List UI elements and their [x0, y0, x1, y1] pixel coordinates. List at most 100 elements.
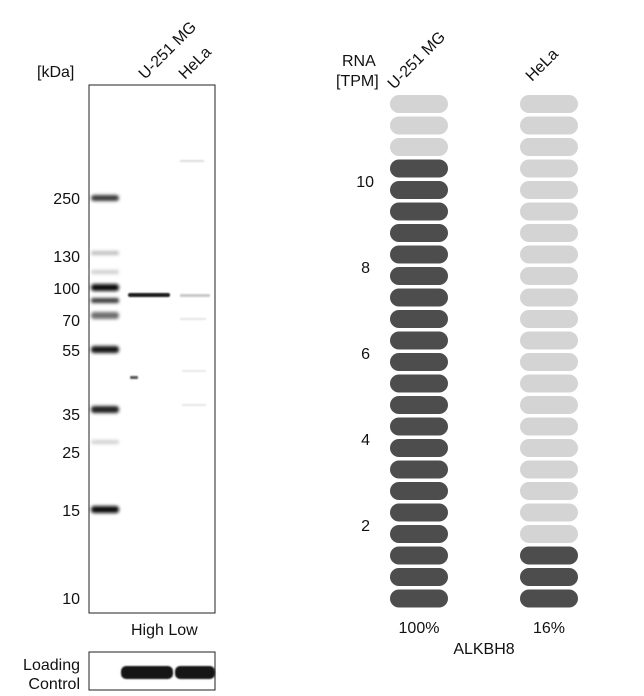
rna-unit-empty: [520, 224, 578, 242]
rna-unit-filled: [390, 159, 448, 178]
rna-unit-filled: [390, 546, 448, 565]
rna-unit-empty: [520, 331, 578, 350]
rna-unit-filled: [390, 310, 448, 328]
marker-label: 10: [62, 591, 80, 608]
rna-unit-empty: [520, 310, 578, 328]
rna-unit-empty: [520, 202, 578, 221]
rna-units-hela: [520, 95, 578, 608]
rna-unit-empty: [520, 267, 578, 285]
ladder-band: [91, 270, 119, 274]
lane-label-hela: HeLa: [176, 44, 215, 83]
rna-unit-empty: [520, 396, 578, 414]
marker-label: 100: [53, 281, 80, 298]
rna-sample-label-u251mg: U-251 MG: [385, 29, 449, 93]
rna-unit-filled: [390, 396, 448, 414]
loading-control-label-line1: Loading: [23, 657, 80, 674]
ladder-band: [91, 440, 119, 444]
rna-unit-filled: [390, 245, 448, 264]
marker-label: 25: [62, 445, 80, 462]
hela-faint-band: [182, 370, 206, 372]
rna-unit-empty: [390, 116, 448, 135]
rna-unit-empty: [520, 460, 578, 479]
ladder-band: [91, 312, 119, 319]
marker-label: 35: [62, 407, 80, 424]
rna-unit-empty: [390, 138, 448, 156]
rna-unit-empty: [520, 138, 578, 156]
rna-header-line1: RNA: [342, 53, 376, 70]
rna-unit-empty: [520, 503, 578, 522]
rna-unit-filled: [390, 331, 448, 350]
rna-unit-empty: [520, 374, 578, 393]
ladder-band: [91, 284, 119, 291]
rna-unit-empty: [520, 353, 578, 371]
sample-bands: [128, 160, 210, 406]
marker-label: 55: [62, 343, 80, 360]
rna-unit-empty: [520, 159, 578, 178]
ladder-bands: [91, 195, 119, 513]
rna-percent-u251mg: 100%: [399, 620, 440, 637]
rna-header-line2: [TPM]: [336, 73, 379, 90]
rna-tick-label: 4: [361, 432, 370, 449]
rna-unit-empty: [520, 116, 578, 135]
rna-tick-label: 10: [356, 174, 374, 191]
gene-name: ALKBH8: [453, 641, 514, 658]
hela-faint-band: [180, 318, 206, 320]
marker-label: 130: [53, 249, 80, 266]
kda-unit-label: [kDa]: [37, 64, 74, 81]
rna-tick-labels: 2 4 6 8 10: [356, 174, 374, 535]
rna-unit-filled: [390, 417, 448, 436]
rna-unit-filled: [390, 224, 448, 242]
rna-percent-hela: 16%: [533, 620, 565, 637]
rna-unit-filled: [390, 460, 448, 479]
loading-control-label-line2: Control: [28, 676, 80, 693]
rna-unit-filled: [520, 589, 578, 608]
ladder-band: [91, 506, 119, 513]
hela-faint-band: [180, 160, 204, 162]
rna-unit-filled: [390, 482, 448, 500]
marker-label: 15: [62, 503, 80, 520]
ladder-band: [91, 406, 119, 413]
marker-label: 250: [53, 191, 80, 208]
rna-unit-empty: [520, 181, 578, 199]
rna-unit-filled: [520, 568, 578, 586]
rna-unit-empty: [520, 525, 578, 543]
rna-tick-label: 6: [361, 346, 370, 363]
rna-unit-empty: [520, 288, 578, 307]
u251mg-minor-band: [130, 376, 138, 379]
ladder-band: [91, 346, 119, 353]
rna-unit-empty: [520, 439, 578, 457]
rna-unit-empty: [520, 95, 578, 113]
rna-unit-filled: [390, 267, 448, 285]
rna-unit-filled: [390, 589, 448, 608]
u251mg-band: [128, 293, 170, 297]
rna-sample-label-hela: HeLa: [523, 46, 562, 85]
rna-unit-empty: [520, 417, 578, 436]
rna-unit-filled: [390, 374, 448, 393]
rna-unit-filled: [520, 546, 578, 565]
rna-unit-filled: [390, 503, 448, 522]
rna-unit-filled: [390, 288, 448, 307]
rna-tick-label: 8: [361, 260, 370, 277]
rna-unit-empty: [390, 95, 448, 113]
rna-unit-filled: [390, 181, 448, 199]
exposure-label: High Low: [131, 622, 198, 639]
loading-control-band-u251mg: [121, 666, 173, 679]
rna-unit-empty: [520, 482, 578, 500]
rna-unit-filled: [390, 353, 448, 371]
rna-unit-filled: [390, 568, 448, 586]
rna-unit-empty: [520, 245, 578, 264]
ladder-band: [91, 298, 119, 303]
rna-tick-label: 2: [361, 518, 370, 535]
loading-control-band-hela: [175, 666, 215, 679]
marker-labels: 250 130 100 70 55 35 25 15 10: [53, 191, 80, 608]
rna-units-u251mg: [390, 95, 448, 608]
ladder-band: [91, 195, 119, 201]
rna-unit-filled: [390, 202, 448, 221]
rna-unit-filled: [390, 525, 448, 543]
rna-unit-filled: [390, 439, 448, 457]
hela-faint-band: [182, 404, 206, 406]
marker-label: 70: [62, 313, 80, 330]
ladder-band: [91, 251, 119, 255]
hela-band: [180, 294, 210, 297]
